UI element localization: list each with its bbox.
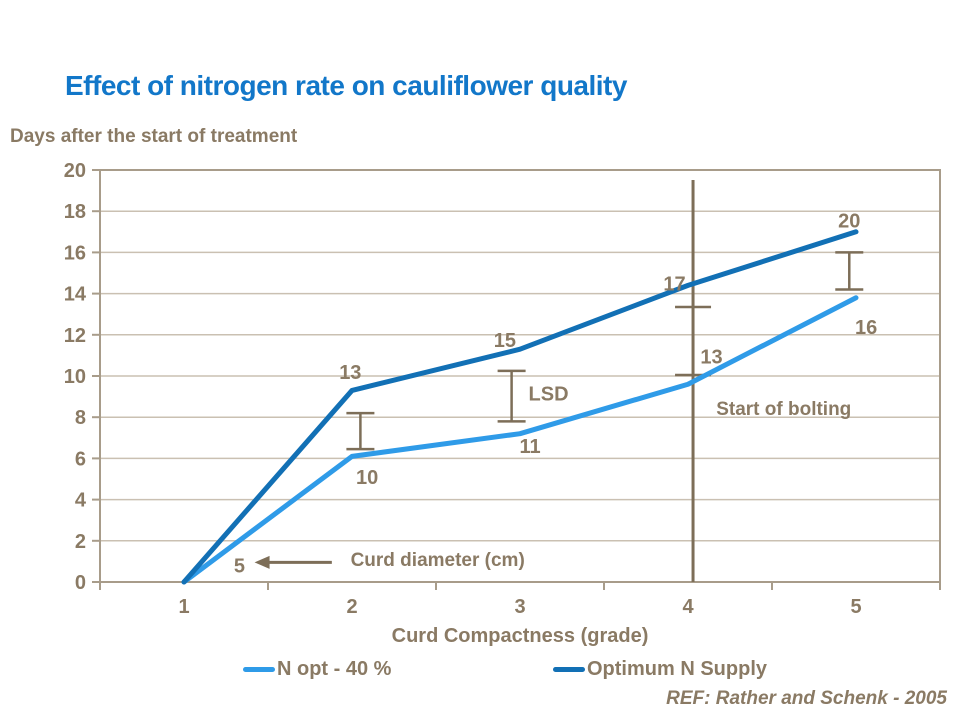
x-axis-tick-label: 4: [682, 596, 694, 618]
chart-title: Effect of nitrogen rate on cauliflower q…: [65, 70, 627, 101]
legend-label: N opt - 40 %: [277, 658, 392, 680]
y-axis-tick-label: 14: [64, 284, 87, 306]
series-line-optimum-n-supply: [181, 229, 859, 585]
legend-swatch-dark-blue: [553, 667, 585, 672]
x-axis-tick-label: 1: [178, 596, 189, 618]
curd-diameter-value-label: 10: [356, 467, 378, 489]
x-axis-title: Curd Compactness (grade): [391, 625, 649, 647]
y-axis-tick-label: 0: [75, 572, 86, 594]
y-axis-tick-label: 20: [64, 160, 86, 182]
x-axis-tick-label: 3: [514, 596, 525, 618]
y-axis-tick-label: 18: [64, 201, 86, 223]
y-axis-tick-label: 16: [64, 242, 86, 264]
legend-swatch-light-blue: [243, 667, 275, 672]
curd-diameter-value-label: 16: [855, 317, 877, 339]
y-axis-title: Days after the start of treatment: [10, 126, 298, 147]
legend-item-n-opt-40: N opt - 40 %: [243, 658, 391, 681]
annotation-start-of-bolting: Start of bolting: [716, 399, 851, 420]
y-axis-tick-label: 8: [75, 407, 86, 429]
curd-diameter-value-label: 5: [234, 556, 245, 578]
y-axis-tick-label: 4: [75, 490, 87, 512]
y-axis-tick-label: 10: [64, 366, 86, 388]
curd-diameter-value-label: 15: [494, 330, 516, 352]
curd-diameter-value-label: 13: [700, 347, 722, 369]
legend-label: Optimum N Supply: [587, 658, 767, 680]
curd-diameter-value-label: 20: [838, 211, 860, 233]
curd-diameter-value-label: 13: [339, 362, 361, 384]
curd-diameter-value-label: 17: [663, 274, 685, 296]
annotation-curd-diameter-cm: Curd diameter (cm): [351, 550, 525, 571]
series-line-n-opt-40: [181, 295, 859, 585]
annotation-lsd: LSD: [529, 384, 569, 406]
curd-diameter-arrow-head: [254, 555, 270, 569]
curd-diameter-value-label: 11: [520, 436, 541, 458]
y-axis-tick-label: 6: [75, 448, 86, 470]
y-axis-tick-label: 2: [75, 531, 86, 553]
legend-item-optimum-n: Optimum N Supply: [553, 658, 767, 681]
y-axis-tick-label: 12: [64, 325, 86, 347]
reference-citation: REF: Rather and Schenk - 2005: [666, 688, 947, 709]
x-axis-tick-label: 5: [850, 596, 861, 618]
x-axis-tick-label: 2: [346, 596, 357, 618]
